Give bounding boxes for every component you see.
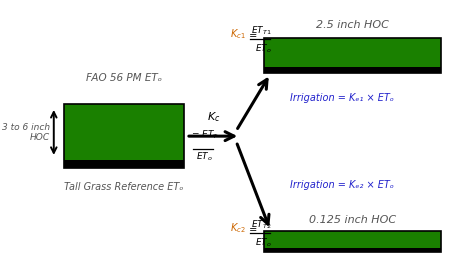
Text: Tall Grass Reference ETₒ: Tall Grass Reference ETₒ xyxy=(64,182,184,193)
Bar xyxy=(264,231,441,252)
Bar xyxy=(64,104,184,168)
Text: ET$_o$: ET$_o$ xyxy=(196,151,213,163)
Bar xyxy=(64,104,184,168)
Text: FAO 56 PM ETₒ: FAO 56 PM ETₒ xyxy=(86,73,162,83)
Text: 2.5 inch HOC: 2.5 inch HOC xyxy=(316,21,389,30)
Text: =: = xyxy=(246,31,257,41)
Text: 0.125 inch HOC: 0.125 inch HOC xyxy=(309,215,396,225)
Bar xyxy=(264,38,441,73)
Bar xyxy=(264,248,441,252)
Text: $K_{c2}$: $K_{c2}$ xyxy=(230,221,246,235)
Bar xyxy=(264,231,441,252)
Text: $K_{c1}$: $K_{c1}$ xyxy=(230,27,246,41)
Text: $K_c$: $K_c$ xyxy=(207,111,221,124)
Text: =: = xyxy=(246,225,257,235)
Text: Irrigation = Kₑ₂ × ETₒ: Irrigation = Kₑ₂ × ETₒ xyxy=(290,180,394,190)
Text: = ET$_T$: = ET$_T$ xyxy=(191,129,219,142)
Text: 3 to 6 inch
HOC: 3 to 6 inch HOC xyxy=(2,123,50,142)
Bar xyxy=(64,160,184,168)
Text: ET$_{T1}$: ET$_{T1}$ xyxy=(252,25,272,37)
Text: ET$_o$: ET$_o$ xyxy=(255,237,271,249)
Text: ET$_{T2}$: ET$_{T2}$ xyxy=(252,219,272,231)
Text: ET$_o$: ET$_o$ xyxy=(255,42,271,55)
Text: Irrigation = Kₑ₁ × ETₒ: Irrigation = Kₑ₁ × ETₒ xyxy=(290,93,394,103)
Bar xyxy=(264,67,441,73)
Bar xyxy=(264,38,441,73)
